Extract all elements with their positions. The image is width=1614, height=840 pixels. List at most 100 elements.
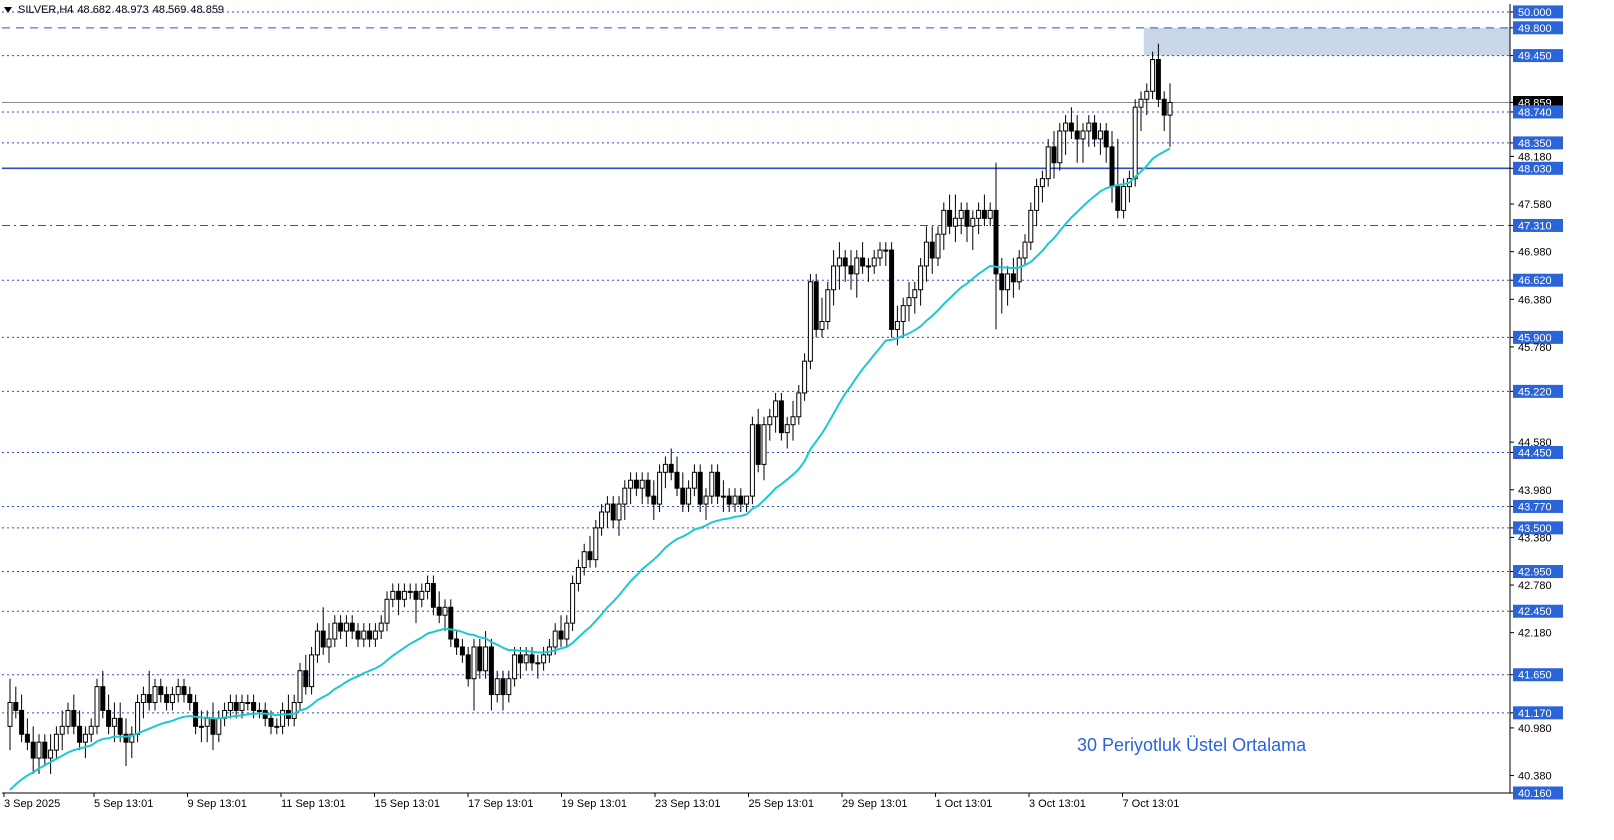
candle xyxy=(773,392,779,433)
candle xyxy=(216,710,222,743)
candle-body-up xyxy=(401,590,407,600)
candle-body-down xyxy=(233,702,239,711)
candle xyxy=(865,258,871,282)
candle xyxy=(65,702,71,735)
candle-body-up xyxy=(309,654,315,688)
y-tick-label: 42.180 xyxy=(1518,628,1552,640)
candle-body-down xyxy=(164,694,170,704)
candle xyxy=(146,670,152,711)
candle-body-up xyxy=(378,622,384,632)
candle xyxy=(454,631,460,655)
candle-body-up xyxy=(361,630,367,640)
candle-body-up xyxy=(59,725,65,735)
candle xyxy=(314,623,320,663)
candle-body-up xyxy=(198,725,204,728)
x-tick-label: 15 Sep 13:01 xyxy=(375,798,440,810)
candle xyxy=(477,639,483,679)
candle-body-down xyxy=(668,463,674,473)
x-tick-label: 3 Sep 2025 xyxy=(4,798,60,810)
candle xyxy=(471,639,477,711)
candle-body-up xyxy=(761,424,767,465)
candle-body-down xyxy=(929,241,935,259)
candle xyxy=(175,678,181,703)
candle-body-up xyxy=(53,733,59,751)
level-price-tag xyxy=(1513,445,1563,459)
candle-body-down xyxy=(1109,146,1115,188)
y-tick-label: 42.950 xyxy=(1518,567,1552,579)
candle-body-up xyxy=(483,646,489,672)
candle xyxy=(715,464,721,505)
candle-body-down xyxy=(251,702,257,711)
candle xyxy=(48,734,54,774)
candle xyxy=(1150,51,1156,100)
candle-body-up xyxy=(326,638,332,648)
candle xyxy=(993,162,999,330)
candle xyxy=(651,480,657,520)
candle xyxy=(506,670,512,703)
candle xyxy=(187,686,193,711)
y-tick-label: 48.350 xyxy=(1518,138,1552,150)
candle xyxy=(309,646,315,695)
candle xyxy=(981,194,987,227)
candle xyxy=(1028,202,1034,251)
x-tick-label: 29 Sep 13:01 xyxy=(842,798,907,810)
candle-body-up xyxy=(581,551,587,569)
candle-body-down xyxy=(500,678,506,696)
candle xyxy=(1161,91,1167,132)
candle-body-down xyxy=(77,725,83,743)
y-tick-label: 47.580 xyxy=(1518,199,1552,211)
candle-body-up xyxy=(796,392,802,418)
candle xyxy=(825,281,831,330)
candle-body-up xyxy=(790,416,796,426)
candle xyxy=(575,559,581,592)
candle-body-up xyxy=(686,487,692,505)
candle-body-down xyxy=(349,622,355,632)
candle-body-down xyxy=(396,590,402,600)
y-tick-label: 43.380 xyxy=(1518,532,1552,544)
candle xyxy=(343,615,349,647)
candle xyxy=(280,702,286,735)
candle xyxy=(13,686,19,719)
x-tick-label: 17 Sep 13:01 xyxy=(468,798,533,810)
candle xyxy=(622,480,628,520)
y-tick-label: 46.380 xyxy=(1518,294,1552,306)
candle xyxy=(210,702,216,751)
candle xyxy=(419,583,425,608)
candle xyxy=(59,710,65,751)
candle-body-down xyxy=(459,646,465,656)
candle xyxy=(1039,170,1045,203)
candle xyxy=(564,615,570,647)
candle xyxy=(459,639,465,663)
candle-body-up xyxy=(535,662,541,665)
y-tick-label: 43.980 xyxy=(1518,485,1552,497)
candle-body-down xyxy=(320,630,326,648)
candle-body-up xyxy=(1121,186,1127,211)
candle-body-up xyxy=(1097,130,1103,140)
candle-body-down xyxy=(42,741,48,759)
candle xyxy=(1155,43,1161,108)
candle xyxy=(320,607,326,655)
candle xyxy=(744,495,750,513)
candle-body-up xyxy=(280,709,286,727)
candle-body-up xyxy=(865,265,871,268)
candle xyxy=(720,480,726,513)
x-tick-label: 9 Sep 13:01 xyxy=(188,798,247,810)
candle xyxy=(401,583,407,608)
candle-body-up xyxy=(749,424,755,497)
candle xyxy=(106,694,112,735)
candle-body-up xyxy=(952,217,958,227)
candle xyxy=(367,623,373,647)
candle xyxy=(372,623,378,647)
candle-body-up xyxy=(784,424,790,434)
collapse-triangle-icon[interactable] xyxy=(4,7,12,13)
candle-body-up xyxy=(1167,102,1173,116)
candle-body-down xyxy=(848,265,854,275)
candle-body-down xyxy=(19,709,25,735)
candle xyxy=(691,464,697,497)
candle-body-up xyxy=(923,241,929,267)
candle-body-down xyxy=(367,630,373,640)
candle-body-down xyxy=(1092,122,1098,140)
candle xyxy=(94,678,100,735)
candle-body-up xyxy=(703,495,709,505)
